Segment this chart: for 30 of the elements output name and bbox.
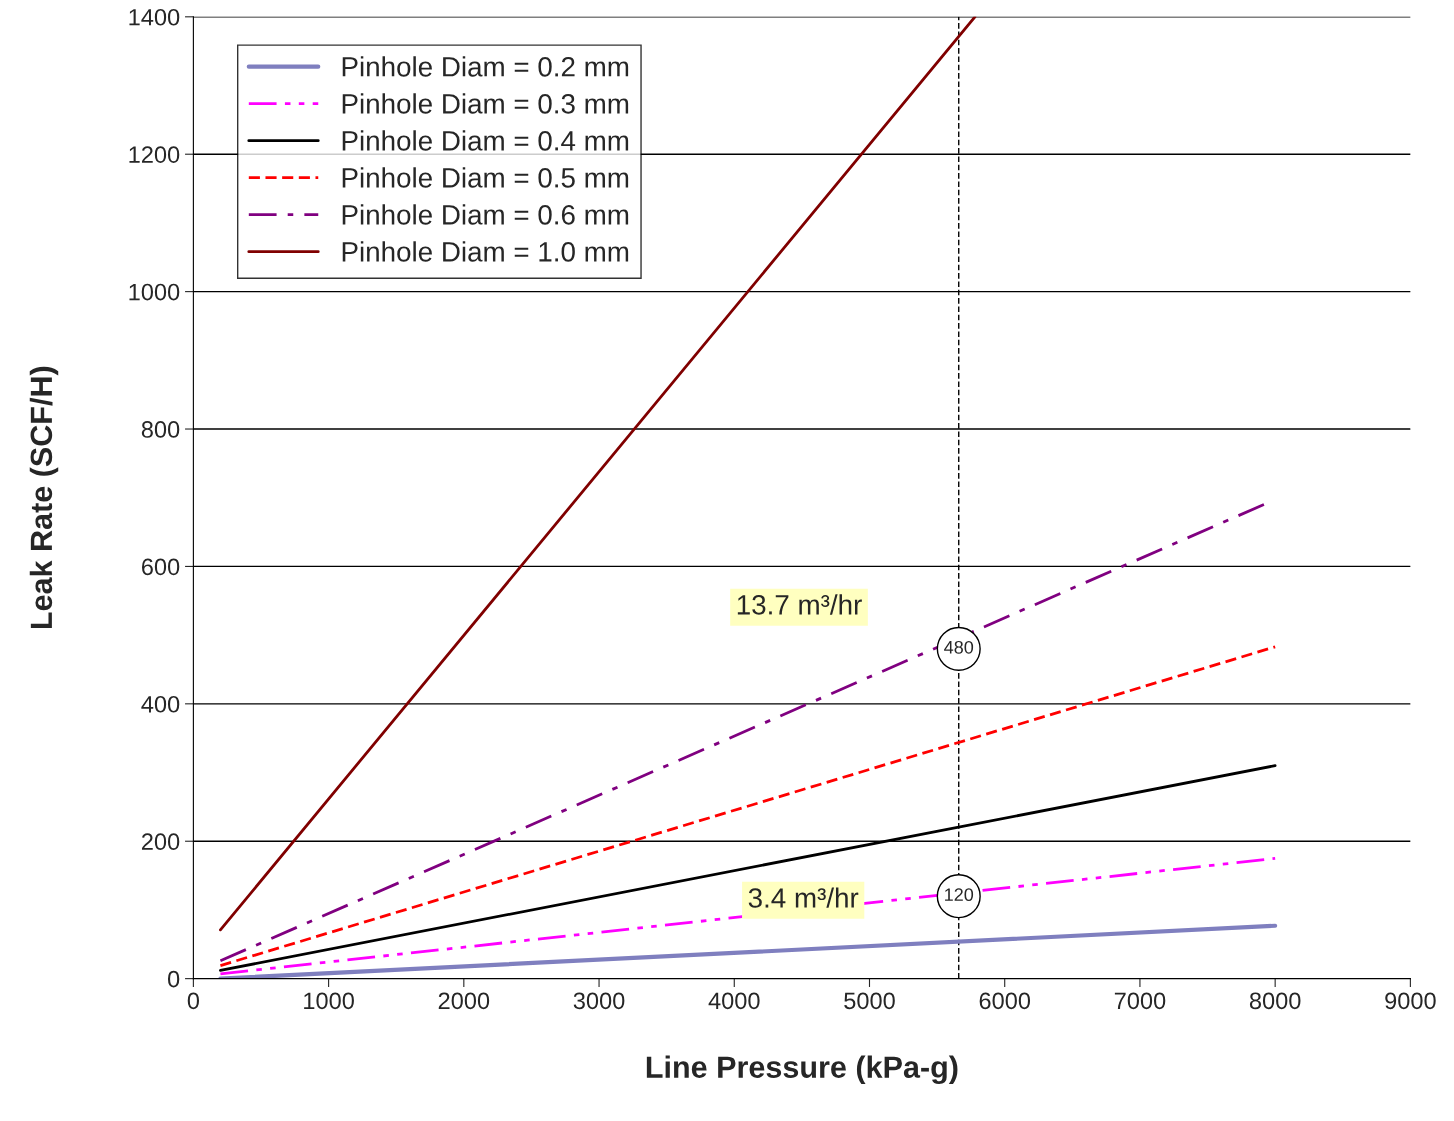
annotation: 3.4 m³/hr xyxy=(748,887,859,908)
x-tick-label: 8000 xyxy=(1249,992,1301,1010)
y-tick-label: 400 xyxy=(141,695,180,713)
y-tick-label: 800 xyxy=(141,421,180,438)
x-tick-label: 7000 xyxy=(1114,992,1166,1010)
y-axis-title: Leak Rate (SCF/H) xyxy=(29,366,59,629)
y-tick-label: 1400 xyxy=(129,8,180,26)
x-tick-label: 0 xyxy=(187,992,200,1010)
x-axis-title: Line Pressure (kPa-g) xyxy=(646,1055,958,1085)
x-tick-label: 4000 xyxy=(708,992,760,1010)
legend-label: Pinhole Diam = 0.2 mm xyxy=(342,56,629,77)
y-tick-label: 1200 xyxy=(129,146,180,164)
x-tick-label: 3000 xyxy=(573,992,625,1010)
annotation: 480 xyxy=(944,640,974,654)
legend-label: Pinhole Diam = 0.5 mm xyxy=(342,167,629,188)
legend-label: Pinhole Diam = 1.0 mm xyxy=(342,241,629,262)
x-tick-label: 9000 xyxy=(1385,992,1436,1010)
x-tick-label: 6000 xyxy=(979,992,1031,1010)
annotation: 120 xyxy=(945,888,974,902)
y-tick-label: 600 xyxy=(142,558,180,576)
y-tick-label: 0 xyxy=(167,970,180,988)
annotation: 13.7 m³/hr xyxy=(737,594,862,615)
x-tick-label: 1000 xyxy=(304,992,354,1010)
legend-label: Pinhole Diam = 0.3 mm xyxy=(342,93,629,114)
y-tick-label: 200 xyxy=(141,833,180,851)
legend-label: Pinhole Diam = 0.6 mm xyxy=(342,204,629,225)
x-tick-label: 5000 xyxy=(844,992,895,1010)
x-tick-label: 2000 xyxy=(438,992,490,1010)
legend-label: Pinhole Diam = 0.4 mm xyxy=(342,130,629,151)
y-tick-label: 1000 xyxy=(129,283,180,301)
